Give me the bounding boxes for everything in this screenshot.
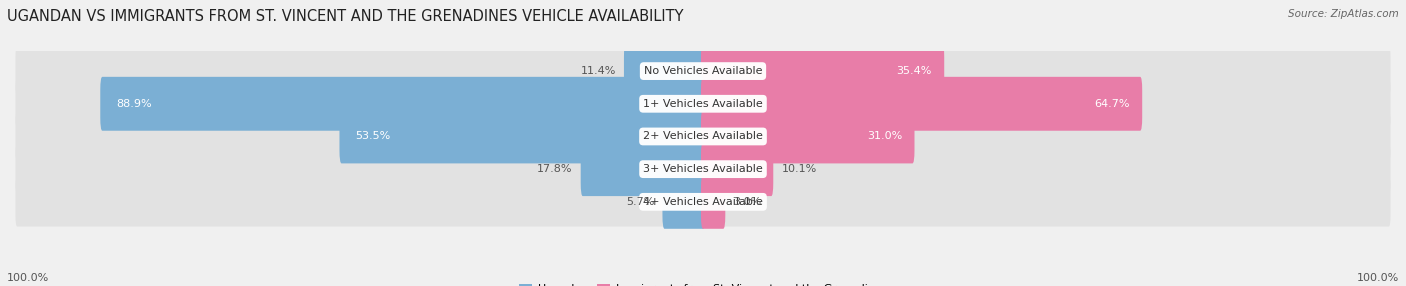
Text: 3.0%: 3.0%	[734, 197, 762, 207]
Text: 17.8%: 17.8%	[537, 164, 572, 174]
Text: 11.4%: 11.4%	[581, 66, 616, 76]
FancyBboxPatch shape	[702, 44, 945, 98]
Legend: Ugandan, Immigrants from St. Vincent and the Grenadines: Ugandan, Immigrants from St. Vincent and…	[515, 279, 891, 286]
FancyBboxPatch shape	[15, 144, 1391, 194]
Text: 3+ Vehicles Available: 3+ Vehicles Available	[643, 164, 763, 174]
FancyBboxPatch shape	[581, 142, 704, 196]
Text: No Vehicles Available: No Vehicles Available	[644, 66, 762, 76]
Text: 64.7%: 64.7%	[1094, 99, 1130, 109]
Text: 53.5%: 53.5%	[354, 132, 391, 142]
FancyBboxPatch shape	[100, 77, 704, 131]
FancyBboxPatch shape	[15, 112, 1391, 161]
Text: 1+ Vehicles Available: 1+ Vehicles Available	[643, 99, 763, 109]
FancyBboxPatch shape	[702, 110, 914, 163]
Text: 31.0%: 31.0%	[868, 132, 903, 142]
Text: 88.9%: 88.9%	[115, 99, 152, 109]
FancyBboxPatch shape	[702, 77, 1142, 131]
FancyBboxPatch shape	[662, 175, 704, 229]
FancyBboxPatch shape	[15, 79, 1391, 128]
Text: 35.4%: 35.4%	[897, 66, 932, 76]
FancyBboxPatch shape	[15, 46, 1391, 96]
FancyBboxPatch shape	[702, 142, 773, 196]
Text: 100.0%: 100.0%	[1357, 273, 1399, 283]
FancyBboxPatch shape	[15, 177, 1391, 227]
FancyBboxPatch shape	[624, 44, 704, 98]
Text: 4+ Vehicles Available: 4+ Vehicles Available	[643, 197, 763, 207]
Text: UGANDAN VS IMMIGRANTS FROM ST. VINCENT AND THE GRENADINES VEHICLE AVAILABILITY: UGANDAN VS IMMIGRANTS FROM ST. VINCENT A…	[7, 9, 683, 23]
Text: Source: ZipAtlas.com: Source: ZipAtlas.com	[1288, 9, 1399, 19]
FancyBboxPatch shape	[339, 110, 704, 163]
Text: 100.0%: 100.0%	[7, 273, 49, 283]
Text: 5.7%: 5.7%	[626, 197, 654, 207]
FancyBboxPatch shape	[702, 175, 725, 229]
Text: 10.1%: 10.1%	[782, 164, 817, 174]
Text: 2+ Vehicles Available: 2+ Vehicles Available	[643, 132, 763, 142]
